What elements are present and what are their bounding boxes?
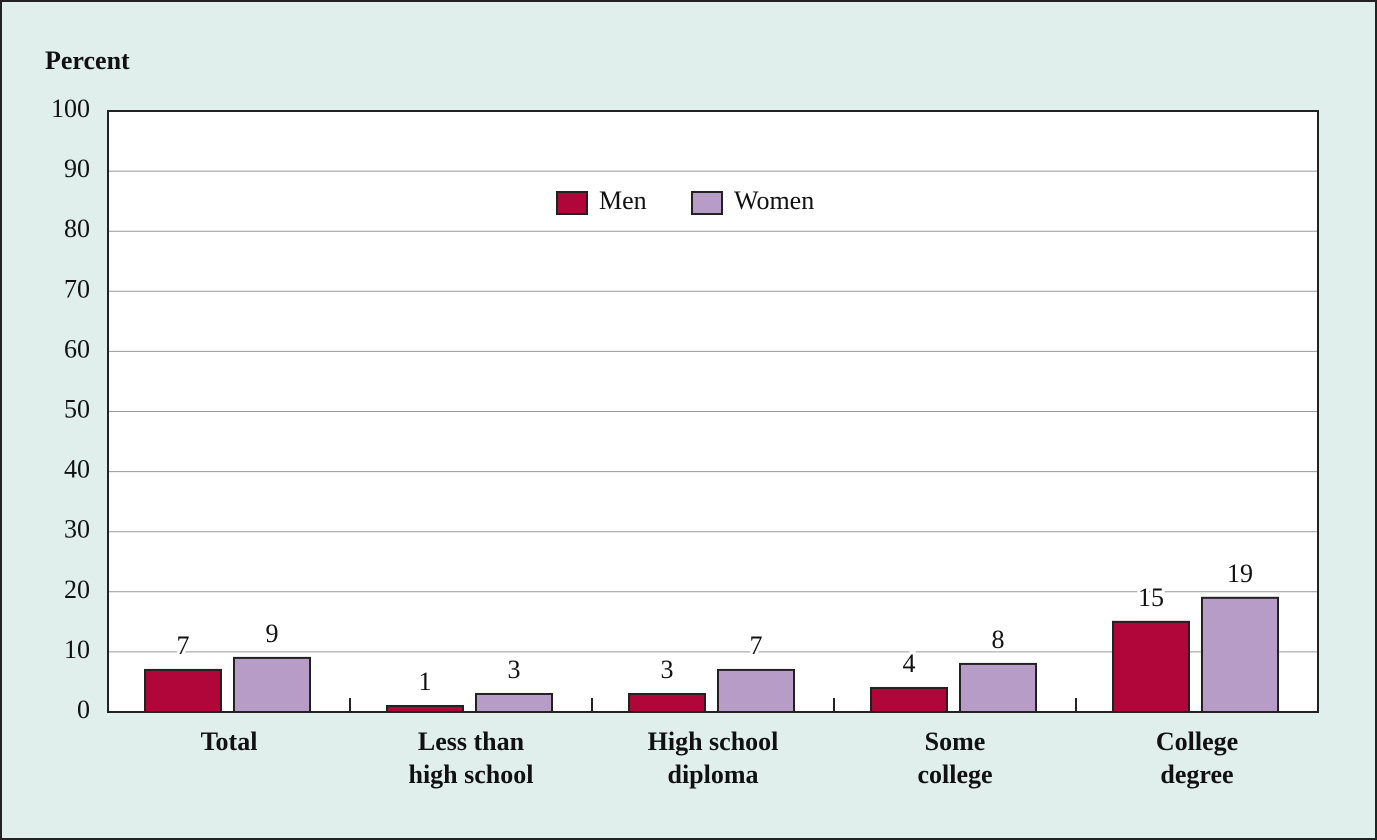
value-label: 19 [1227, 559, 1253, 588]
bar [233, 656, 311, 713]
legend-swatch [556, 191, 588, 215]
legend-swatch [691, 191, 723, 215]
y-tick-label: 20 [64, 575, 90, 604]
y-tick-label: 70 [64, 274, 90, 303]
y-tick-label: 0 [77, 695, 90, 724]
bar [386, 704, 464, 713]
x-tick-label: Total [201, 727, 258, 756]
value-label: 9 [266, 619, 279, 648]
value-label: 4 [903, 649, 916, 678]
y-tick-label: 10 [64, 635, 90, 664]
y-tick-label: 40 [64, 455, 90, 484]
plot-border [107, 110, 1319, 713]
value-label: 3 [508, 655, 521, 684]
x-tick-label: High school diploma [648, 727, 779, 789]
bar [870, 686, 948, 714]
y-tick-label: 50 [64, 394, 90, 423]
y-axis-label: Percent [45, 46, 130, 75]
value-label: 7 [750, 631, 763, 660]
bar [628, 692, 706, 713]
x-tick-label: College degree [1156, 727, 1238, 789]
y-tick-label: 30 [64, 515, 90, 544]
bar [475, 692, 553, 713]
value-label: 15 [1138, 583, 1164, 612]
legend-label: Men [599, 186, 647, 215]
y-tick-label: 90 [64, 154, 90, 183]
legend-label: Women [734, 186, 814, 215]
bar [1201, 596, 1279, 713]
x-tick-label: Less than high school [409, 727, 534, 789]
value-label: 8 [992, 625, 1005, 654]
bar [717, 668, 795, 713]
value-label: 7 [177, 631, 190, 660]
y-tick-label: 80 [64, 214, 90, 243]
value-label: 1 [419, 667, 432, 696]
bar [1112, 620, 1190, 713]
y-tick-label: 60 [64, 334, 90, 363]
bar [144, 668, 222, 713]
value-label: 3 [661, 655, 674, 684]
x-tick-label: Some college [917, 727, 992, 789]
y-tick-label: 100 [51, 94, 90, 123]
bar [959, 662, 1037, 713]
